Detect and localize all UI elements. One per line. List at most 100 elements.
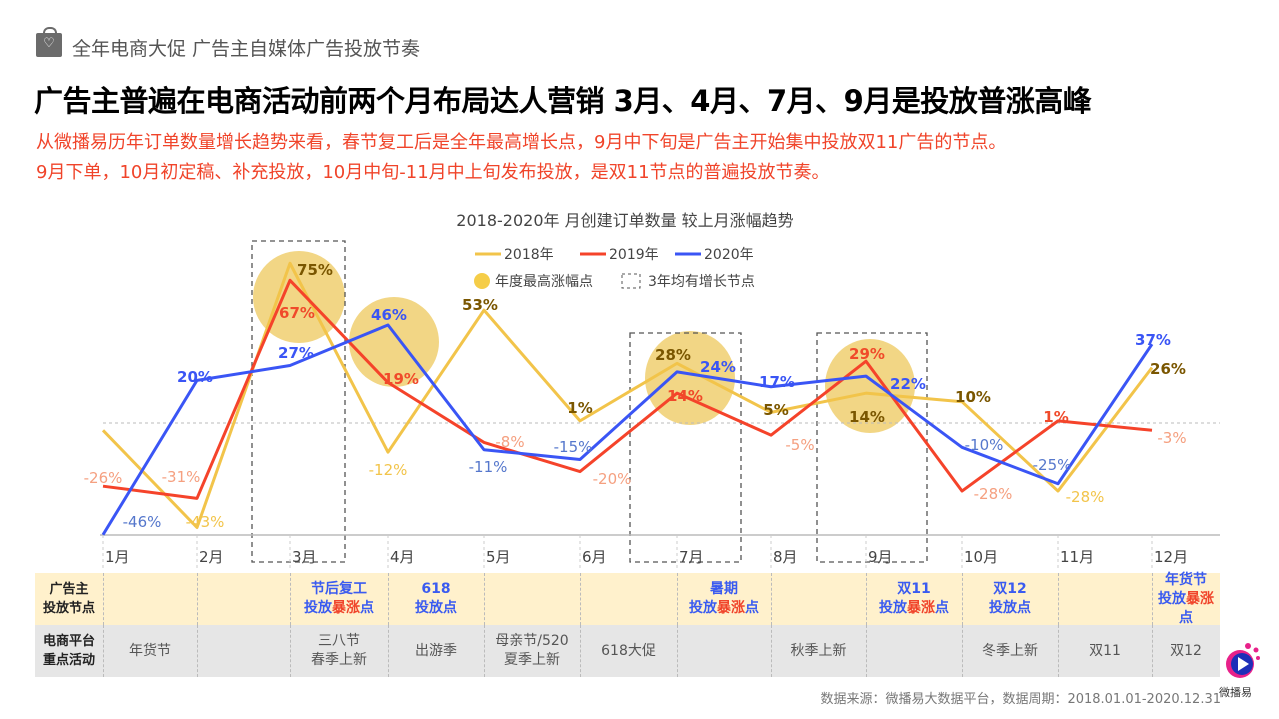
platform-activity-cell: 618大促 bbox=[580, 625, 677, 677]
column-divider bbox=[677, 625, 678, 677]
cell-line: 投放暴涨点 bbox=[689, 599, 759, 618]
legend-label: 2018年 bbox=[504, 247, 554, 263]
data-label: -12% bbox=[369, 461, 408, 479]
data-label: -20% bbox=[593, 470, 632, 488]
advertiser-node-cell: 双11 投放暴涨点 bbox=[866, 573, 962, 625]
data-label: -31% bbox=[162, 468, 201, 486]
x-tick-label: 8月 bbox=[773, 548, 798, 566]
data-label: 14% bbox=[849, 408, 885, 426]
column-divider bbox=[1058, 625, 1059, 677]
cell-text: 暴涨 bbox=[717, 600, 745, 616]
legend-label: 2020年 bbox=[704, 247, 754, 263]
column-divider bbox=[290, 625, 291, 677]
advertiser-node-cell bbox=[1058, 573, 1152, 625]
data-label: -15% bbox=[554, 438, 593, 456]
x-tick-label: 9月 bbox=[868, 548, 893, 566]
cell-line: 出游季 bbox=[415, 642, 457, 659]
cell-text: 点 bbox=[935, 600, 949, 616]
cell-text: 点 bbox=[360, 600, 374, 616]
cell-text: 投放 bbox=[879, 600, 907, 616]
platform-activity-cell bbox=[197, 625, 290, 677]
cell-text: 暴涨 bbox=[907, 600, 935, 616]
data-label: -28% bbox=[1066, 488, 1105, 506]
advertiser-nodes-row: 广告主 投放节点 节后复工 投放暴涨点 618 投放点 暑期 投放暴涨点 双11 投放暴涨点 双12… bbox=[35, 571, 1220, 626]
cell-line: 春季上新 bbox=[311, 652, 367, 668]
chart-title: 2018-2020年 月创建订单数量 较上月涨幅趋势 bbox=[456, 211, 793, 230]
column-divider bbox=[962, 573, 963, 625]
column-divider bbox=[484, 573, 485, 625]
cell-text: 年货节 bbox=[1165, 571, 1207, 588]
x-tick-label: 3月 bbox=[292, 548, 317, 566]
row-header-line: 投放节点 bbox=[42, 601, 95, 616]
data-label: 24% bbox=[700, 358, 736, 376]
data-label: 14% bbox=[667, 387, 703, 405]
column-divider bbox=[866, 573, 867, 625]
cell-text: 618 bbox=[421, 581, 451, 597]
column-divider bbox=[484, 625, 485, 677]
x-tick-label: 4月 bbox=[390, 548, 415, 566]
data-label: 27% bbox=[278, 344, 314, 362]
cell-line: 母亲节/520 bbox=[495, 633, 569, 649]
advertiser-node-cell: 节后复工 投放暴涨点 bbox=[290, 573, 388, 625]
data-label: 22% bbox=[890, 375, 926, 393]
cell-line: 双11 bbox=[1089, 642, 1121, 659]
data-label: -26% bbox=[84, 469, 123, 487]
advertiser-node-cell bbox=[103, 573, 197, 625]
row-header-line: 重点活动 bbox=[42, 653, 95, 668]
cell-line: 年货节 bbox=[129, 642, 171, 659]
data-label: 53% bbox=[462, 296, 498, 314]
x-tick-label: 12月 bbox=[1154, 548, 1188, 566]
data-label: 1% bbox=[1043, 408, 1068, 426]
weiboyi-logo-icon bbox=[1226, 643, 1260, 678]
platform-activity-cell: 出游季 bbox=[388, 625, 484, 677]
cell-line: 夏季上新 bbox=[504, 652, 560, 668]
advertiser-node-cell bbox=[197, 573, 290, 625]
cell-line: 双12 bbox=[1170, 642, 1202, 659]
growth-node-box bbox=[629, 332, 742, 563]
legend-label: 2019年 bbox=[609, 247, 659, 263]
advertiser-node-cell: 年货节 投放暴涨点 bbox=[1152, 571, 1220, 626]
cell-text: 暴涨 bbox=[1186, 590, 1214, 607]
data-label: 37% bbox=[1135, 331, 1171, 349]
legend-peak-marker bbox=[474, 273, 490, 289]
column-divider bbox=[1152, 573, 1153, 625]
data-label: -43% bbox=[186, 513, 225, 531]
column-divider bbox=[197, 573, 198, 625]
platform-activity-cell: 双12 bbox=[1152, 625, 1220, 677]
data-label: 1% bbox=[567, 399, 592, 417]
platform-activity-cell bbox=[866, 625, 962, 677]
cell-text: 投放 bbox=[304, 600, 332, 616]
cell-line: 投放暴涨点 bbox=[304, 599, 374, 618]
data-label: 75% bbox=[297, 261, 333, 279]
row-header: 广告主 投放节点 bbox=[35, 573, 103, 625]
cell-text: 点 bbox=[745, 600, 759, 616]
x-tick-label: 5月 bbox=[486, 548, 511, 566]
data-label: 5% bbox=[763, 401, 788, 419]
cell-line: 秋季上新 bbox=[790, 642, 847, 659]
cell-line: 投放暴涨点 bbox=[879, 599, 949, 618]
cell-line: 三八节 bbox=[318, 633, 360, 649]
advertiser-node-cell: 双12 投放点 bbox=[962, 573, 1058, 625]
cell-text: 点 bbox=[1179, 609, 1193, 626]
growth-node-box bbox=[251, 240, 346, 563]
column-divider bbox=[388, 573, 389, 625]
cell-line: 双11 bbox=[897, 580, 930, 599]
platform-activity-cell: 年货节 bbox=[103, 625, 197, 677]
data-label: 29% bbox=[849, 345, 885, 363]
column-divider bbox=[677, 573, 678, 625]
column-divider bbox=[103, 573, 104, 625]
headline: 广告主普遍在电商活动前两个月布局达人营销 3月、4月、7月、9月是投放普涨高峰 bbox=[34, 84, 1092, 118]
column-divider bbox=[580, 625, 581, 677]
peak-highlight-circle bbox=[825, 339, 915, 433]
data-label: -25% bbox=[1033, 456, 1072, 474]
row-header-line: 电商平台 bbox=[42, 634, 95, 649]
cell-text: 双12 bbox=[993, 581, 1027, 597]
column-divider bbox=[388, 625, 389, 677]
subtitle-line-2: 9月下单，10月初定稿、补充投放，10月中旬-11月中上旬发布投放，是双11节点… bbox=[36, 162, 830, 183]
advertiser-node-cell: 暑期 投放暴涨点 bbox=[677, 573, 771, 625]
series-line-2019年 bbox=[102, 278, 1153, 500]
growth-node-box bbox=[816, 332, 928, 563]
x-tick-label: 6月 bbox=[582, 548, 607, 566]
column-divider bbox=[866, 625, 867, 677]
